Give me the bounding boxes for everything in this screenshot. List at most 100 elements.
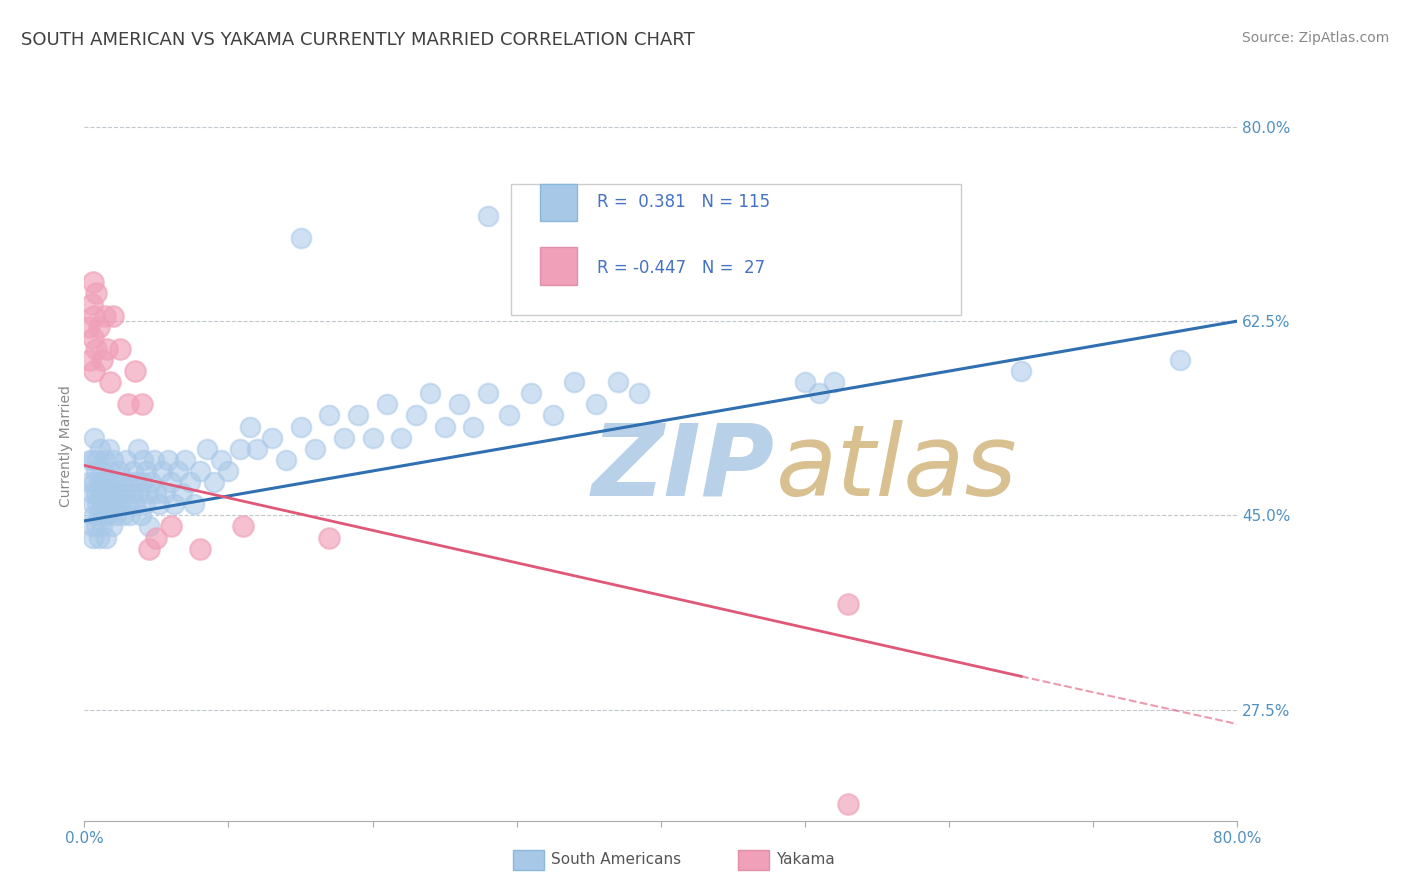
Point <box>82 331 104 345</box>
Point <box>188 541 211 556</box>
Point <box>160 519 183 533</box>
Point <box>90 353 112 368</box>
Point <box>246 442 269 456</box>
Point <box>104 475 127 489</box>
Point <box>90 497 112 511</box>
Point <box>163 497 186 511</box>
Point <box>114 486 136 500</box>
Point <box>145 486 167 500</box>
Point <box>97 486 120 500</box>
Point <box>89 486 111 500</box>
Point <box>82 453 104 467</box>
Point <box>375 397 398 411</box>
Point <box>80 486 103 500</box>
Point <box>463 419 485 434</box>
Point <box>172 486 194 500</box>
Point <box>239 419 262 434</box>
Text: South Americans: South Americans <box>551 853 682 867</box>
Point <box>135 464 157 478</box>
Point <box>83 431 105 445</box>
Point <box>86 453 108 467</box>
Point <box>564 375 586 389</box>
Point <box>1010 364 1032 378</box>
Point <box>361 431 384 445</box>
Point <box>83 475 105 489</box>
FancyBboxPatch shape <box>510 184 960 315</box>
Text: R =  0.381   N = 115: R = 0.381 N = 115 <box>598 194 770 211</box>
Point <box>188 464 211 478</box>
Point <box>91 508 114 523</box>
Point <box>794 375 817 389</box>
Point <box>498 409 520 423</box>
Point <box>77 475 100 489</box>
Point <box>541 409 564 423</box>
Point <box>150 464 173 478</box>
Point <box>96 342 118 356</box>
Point <box>136 486 159 500</box>
Point <box>86 497 108 511</box>
Point <box>84 486 107 500</box>
Point <box>82 531 104 545</box>
Text: ZIP: ZIP <box>592 420 775 517</box>
Point <box>606 375 628 389</box>
Point <box>87 531 110 545</box>
Point <box>837 797 859 811</box>
Point <box>118 475 141 489</box>
Point <box>124 364 146 378</box>
Point <box>83 309 105 323</box>
Point <box>174 453 197 467</box>
Point <box>304 442 326 456</box>
Point <box>347 409 370 423</box>
Point <box>585 397 607 411</box>
Text: Yakama: Yakama <box>776 853 835 867</box>
Point <box>115 453 138 467</box>
Point <box>449 397 471 411</box>
Point <box>100 486 122 500</box>
Point <box>333 431 356 445</box>
Point <box>84 519 107 533</box>
Point <box>179 475 201 489</box>
Point <box>117 497 139 511</box>
Point <box>96 475 118 489</box>
Point <box>100 519 122 533</box>
Point <box>84 464 107 478</box>
Point <box>94 531 117 545</box>
Point <box>808 386 831 401</box>
Point <box>128 486 150 500</box>
Point <box>419 386 441 401</box>
Point <box>290 419 312 434</box>
Point <box>122 464 145 478</box>
Point <box>83 508 105 523</box>
Point <box>167 464 190 478</box>
Point <box>477 386 499 401</box>
Point <box>96 508 118 523</box>
Point <box>107 486 129 500</box>
Point <box>160 475 183 489</box>
Point <box>195 442 218 456</box>
Text: SOUTH AMERICAN VS YAKAMA CURRENTLY MARRIED CORRELATION CHART: SOUTH AMERICAN VS YAKAMA CURRENTLY MARRI… <box>21 31 695 49</box>
Text: atlas: atlas <box>776 420 1018 517</box>
Point <box>98 464 121 478</box>
Point <box>131 397 153 411</box>
Point <box>290 231 312 245</box>
Point <box>89 442 111 456</box>
Point <box>121 486 143 500</box>
Point <box>93 486 115 500</box>
Point <box>628 386 651 401</box>
Point <box>477 209 499 223</box>
Point <box>138 519 160 533</box>
Point <box>650 253 672 268</box>
Point <box>77 319 100 334</box>
Point <box>134 497 156 511</box>
Point <box>127 442 149 456</box>
Y-axis label: Currently Married: Currently Married <box>59 385 73 507</box>
Point <box>125 475 148 489</box>
Point <box>520 386 543 401</box>
Point <box>145 531 167 545</box>
Point <box>129 508 152 523</box>
Point <box>318 531 340 545</box>
Point <box>90 519 112 533</box>
Point <box>84 342 107 356</box>
Point <box>82 497 104 511</box>
Point <box>80 297 103 311</box>
